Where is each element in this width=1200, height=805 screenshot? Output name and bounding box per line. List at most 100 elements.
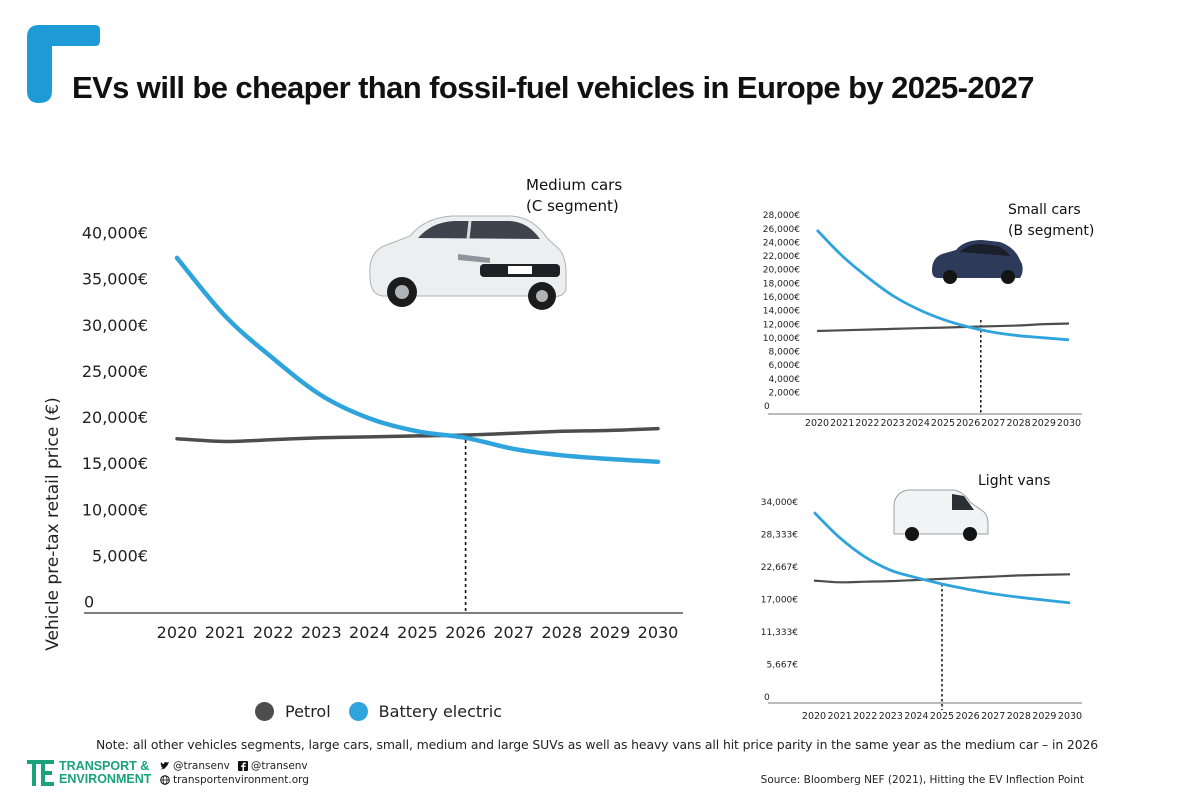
small-cars-y-tick-label: 20,000€ xyxy=(763,266,800,276)
light-vans-x-tick-label: 2020 xyxy=(802,711,826,722)
small-cars-y-tick-label: 28,000€ xyxy=(763,211,800,221)
medium-cars-title-line1: Medium cars xyxy=(526,176,622,194)
medium-cars-x-tick-label: 2025 xyxy=(397,623,438,642)
legend-item-battery: Battery electric xyxy=(348,702,502,721)
legend-battery-swatch xyxy=(348,702,368,721)
medium-cars-title-line2: (C segment) xyxy=(526,197,619,215)
light-vans-x-tick-label: 2027 xyxy=(981,711,1005,722)
te-logo-icon xyxy=(27,760,54,786)
medium-cars-y-tick-label: 0 xyxy=(84,593,94,612)
footnote: Note: all other vehicles segments, large… xyxy=(96,737,1099,752)
light-vans-x-tick-label: 2026 xyxy=(956,711,980,722)
small-cars-y-tick-label: 22,000€ xyxy=(763,252,800,262)
small-cars-title-line2: (B segment) xyxy=(1008,223,1094,239)
small-cars-x-tick-label: 2025 xyxy=(931,418,955,429)
small-cars-battery-line xyxy=(815,229,1070,342)
small-cars-y-tick-label: 12,000€ xyxy=(763,320,800,330)
small-cars-y-tick-label: 10,000€ xyxy=(763,334,800,344)
small-cars-y-tick-label: 26,000€ xyxy=(763,225,800,235)
te-logo: TRANSPORT & ENVIRONMENT xyxy=(27,760,151,786)
brand-corner-bar xyxy=(27,25,100,103)
page-title: EVs will be cheaper than fossil-fuel veh… xyxy=(72,70,1035,105)
small-cars-petrol-line xyxy=(816,322,1070,333)
light-vans-y-tick-label: 17,000€ xyxy=(761,596,798,606)
light-vans-x-tick-label: 2022 xyxy=(853,711,877,722)
small-cars-y-tick-label: 24,000€ xyxy=(763,238,800,248)
medium-cars-x-tick-label: 2021 xyxy=(205,623,246,642)
light-vans-title: Light vans xyxy=(978,473,1050,489)
medium-cars-x-tick-label: 2022 xyxy=(253,623,294,642)
facebook-handle[interactable]: @transenv xyxy=(250,760,308,772)
facebook-icon xyxy=(237,761,248,771)
medium-cars-y-tick-label: 15,000€ xyxy=(82,454,148,473)
light-vans-x-tick-label: 2029 xyxy=(1032,711,1056,722)
medium-cars-x-tick-label: 2020 xyxy=(157,623,198,642)
small-car-image xyxy=(932,240,1023,284)
medium-cars-x-tick-label: 2024 xyxy=(349,623,390,642)
legend-item-petrol: Petrol xyxy=(255,702,331,721)
small-cars-y-tick-label: 8,000€ xyxy=(769,348,801,358)
legend: Petrol Battery electric xyxy=(255,702,520,721)
medium-cars-y-tick-label: 5,000€ xyxy=(92,546,148,565)
legend-petrol-swatch xyxy=(255,702,274,721)
medium-cars-y-tick-label: 30,000€ xyxy=(82,316,148,335)
small-cars-y-tick-label: 6,000€ xyxy=(769,361,801,371)
medium-cars-x-tick-label: 2026 xyxy=(445,623,486,642)
light-vans-y-tick-label: 11,333€ xyxy=(761,628,798,638)
social-links: @transenv @transenv transportenvironment… xyxy=(160,759,309,787)
small-cars-y-tick-label: 14,000€ xyxy=(763,307,800,317)
source-citation: Source: Bloomberg NEF (2021), Hitting th… xyxy=(760,774,1084,786)
globe-icon xyxy=(160,775,170,785)
medium-cars-battery-line xyxy=(174,255,661,465)
light-vans-x-tick-label: 2028 xyxy=(1007,711,1031,722)
medium-cars-chart: Medium cars (C segment) Vehicle pre-tax … xyxy=(43,176,683,651)
medium-cars-x-tick-label: 2030 xyxy=(638,623,679,642)
small-cars-x-tick-label: 2024 xyxy=(906,418,930,429)
light-vans-y-tick-label: 22,667€ xyxy=(761,563,798,573)
small-cars-x-tick-label: 2027 xyxy=(981,418,1005,429)
medium-cars-x-tick-label: 2023 xyxy=(301,623,342,642)
small-cars-y-tick-label: 2,000€ xyxy=(769,389,801,399)
legend-petrol-label: Petrol xyxy=(285,702,331,721)
small-cars-y-tick-label: 0 xyxy=(764,402,770,412)
org-name-line1: TRANSPORT & xyxy=(59,759,150,773)
medium-car-image xyxy=(369,215,567,310)
light-vans-y-tick-label: 28,333€ xyxy=(761,531,798,541)
small-cars-chart: Small cars (B segment) 0 2,000€ 4,000€ 6,00… xyxy=(763,202,1095,429)
medium-cars-y-tick-label: 10,000€ xyxy=(82,500,148,519)
light-vans-y-tick-label: 0 xyxy=(764,693,770,703)
light-vans-chart: Light vans 0 5,667€ 11,333€ 17,000€ 22,667€ 2… xyxy=(761,473,1082,722)
small-cars-x-tick-label: 2030 xyxy=(1057,418,1081,429)
twitter-handle[interactable]: @transenv xyxy=(173,760,230,772)
small-cars-x-tick-label: 2028 xyxy=(1007,418,1031,429)
light-vans-battery-line xyxy=(813,511,1071,605)
medium-cars-y-tick-label: 35,000€ xyxy=(82,270,148,289)
org-name-line2: ENVIRONMENT xyxy=(59,772,152,786)
medium-cars-y-tick-label: 25,000€ xyxy=(82,362,148,381)
small-cars-x-tick-label: 2026 xyxy=(956,418,980,429)
light-vans-x-tick-label: 2025 xyxy=(930,711,954,722)
small-cars-x-tick-label: 2023 xyxy=(881,418,905,429)
small-cars-x-tick-label: 2029 xyxy=(1032,418,1056,429)
medium-cars-petrol-line xyxy=(175,426,660,444)
medium-cars-y-axis-label: Vehicle pre-tax retail price (€) xyxy=(43,397,63,651)
small-cars-y-tick-label: 16,000€ xyxy=(763,293,800,303)
light-vans-petrol-line xyxy=(813,573,1071,584)
twitter-icon xyxy=(160,762,169,770)
medium-cars-x-tick-label: 2027 xyxy=(493,623,534,642)
small-cars-y-tick-label: 18,000€ xyxy=(763,279,800,289)
light-vans-x-tick-label: 2030 xyxy=(1058,711,1082,722)
small-cars-y-tick-label: 4,000€ xyxy=(769,375,801,385)
light-vans-y-tick-label: 5,667€ xyxy=(767,661,799,671)
small-cars-x-tick-label: 2021 xyxy=(830,418,854,429)
small-cars-x-tick-label: 2020 xyxy=(805,418,829,429)
medium-cars-x-tick-label: 2029 xyxy=(590,623,631,642)
light-van-image xyxy=(893,489,989,541)
website-link[interactable]: transportenvironment.org xyxy=(173,774,309,786)
light-vans-y-tick-label: 34,000€ xyxy=(761,498,798,508)
small-cars-x-tick-label: 2022 xyxy=(855,418,879,429)
medium-cars-y-tick-label: 40,000€ xyxy=(82,224,148,243)
light-vans-x-tick-label: 2021 xyxy=(828,711,852,722)
medium-cars-y-tick-label: 20,000€ xyxy=(82,408,148,427)
small-cars-title-line1: Small cars xyxy=(1008,202,1081,218)
